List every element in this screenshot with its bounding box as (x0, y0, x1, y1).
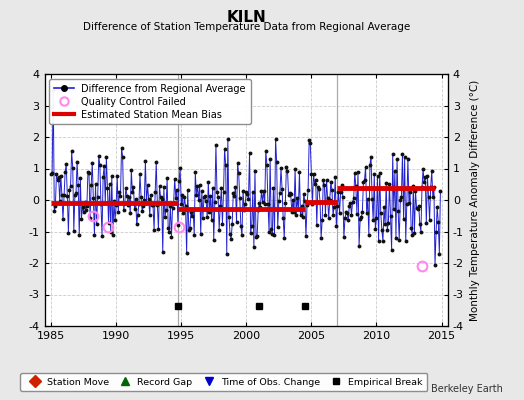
Legend: Difference from Regional Average, Quality Control Failed, Estimated Station Mean: Difference from Regional Average, Qualit… (49, 79, 251, 124)
Legend: Station Move, Record Gap, Time of Obs. Change, Empirical Break: Station Move, Record Gap, Time of Obs. C… (20, 373, 428, 391)
Y-axis label: Monthly Temperature Anomaly Difference (°C): Monthly Temperature Anomaly Difference (… (470, 79, 479, 321)
Text: Difference of Station Temperature Data from Regional Average: Difference of Station Temperature Data f… (83, 22, 410, 32)
Text: KILN: KILN (226, 10, 266, 25)
Text: Berkeley Earth: Berkeley Earth (431, 384, 503, 394)
